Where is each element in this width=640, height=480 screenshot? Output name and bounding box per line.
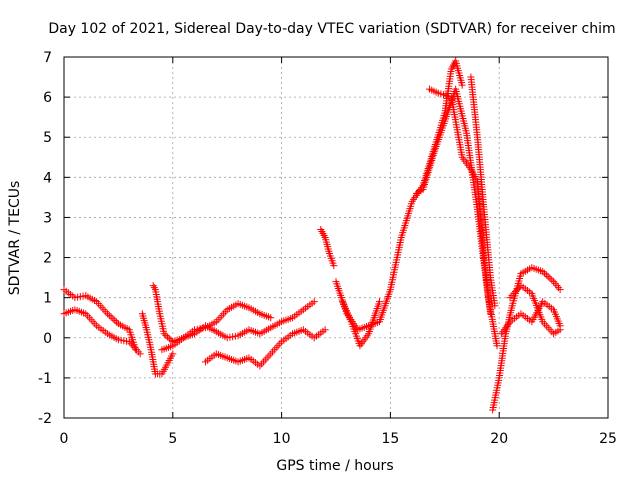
x-tick-label: 25 [599, 431, 617, 447]
series-arc-7 [317, 225, 338, 270]
series-arc-14 [497, 298, 564, 338]
y-tick-label: 7 [43, 50, 52, 66]
series-arc-9 [339, 298, 384, 350]
series-arc-5 [158, 298, 318, 354]
data-point [493, 342, 501, 350]
data-point [267, 314, 275, 322]
y-tick-label: 6 [43, 90, 52, 106]
series-arc-13 [489, 264, 564, 414]
data-point [548, 276, 556, 284]
data-point [321, 326, 329, 334]
series-arc-2 [60, 306, 144, 358]
chart-title: Day 102 of 2021, Sidereal Day-to-day VTE… [48, 21, 615, 37]
data-point [541, 269, 549, 277]
data-point [310, 298, 318, 306]
data-point [160, 330, 168, 338]
data-point [113, 318, 121, 326]
x-tick-label: 15 [381, 431, 399, 447]
series-arc-1 [60, 286, 140, 354]
data-point [107, 313, 115, 321]
y-tick-label: -1 [38, 371, 52, 387]
y-tick-label: -2 [38, 411, 52, 427]
data-point [542, 271, 550, 279]
y-tick-label: 5 [43, 130, 52, 146]
y-axis-label: SDTVAR / TECUs [7, 181, 23, 296]
series-arc-6 [201, 326, 329, 370]
data-point [546, 274, 554, 282]
data-point [169, 350, 177, 358]
series-arc-3 [138, 310, 177, 378]
plot-frame [63, 56, 609, 419]
data-point [105, 311, 113, 319]
data-point [165, 335, 173, 343]
y-tick-label: 2 [43, 251, 52, 267]
x-axis-label: GPS time / hours [276, 458, 393, 474]
grid-layer [64, 57, 608, 418]
data-marks [60, 57, 564, 414]
series-arc-15 [506, 282, 564, 338]
data-point [544, 273, 552, 281]
x-tick-label: 20 [490, 431, 508, 447]
data-point [136, 350, 144, 358]
y-tick-label: 3 [43, 210, 52, 226]
series-arc-11 [426, 85, 494, 318]
x-tick-label: 5 [168, 431, 177, 447]
data-point [164, 333, 172, 341]
axis-ticks: 0 5 10 15 20 25 -2 -1 0 1 2 3 4 5 6 7 [38, 50, 617, 447]
data-point [167, 336, 175, 344]
x-tick-label: 10 [273, 431, 291, 447]
data-point [556, 286, 564, 294]
data-point [539, 268, 547, 276]
data-point [376, 298, 384, 306]
data-point [162, 331, 170, 339]
y-tick-label: 4 [43, 170, 52, 186]
data-point [556, 326, 564, 334]
data-point [491, 302, 499, 310]
y-tick-label: 1 [43, 291, 52, 307]
data-point [330, 262, 338, 270]
data-point [458, 81, 466, 89]
y-tick-label: 0 [43, 331, 52, 347]
series-arc-12 [467, 73, 499, 310]
data-point [104, 310, 112, 318]
data-point [109, 315, 117, 323]
series-arc-4 [149, 282, 275, 346]
x-tick-label: 0 [60, 431, 69, 447]
data-point [111, 316, 119, 324]
data-point [486, 310, 494, 318]
